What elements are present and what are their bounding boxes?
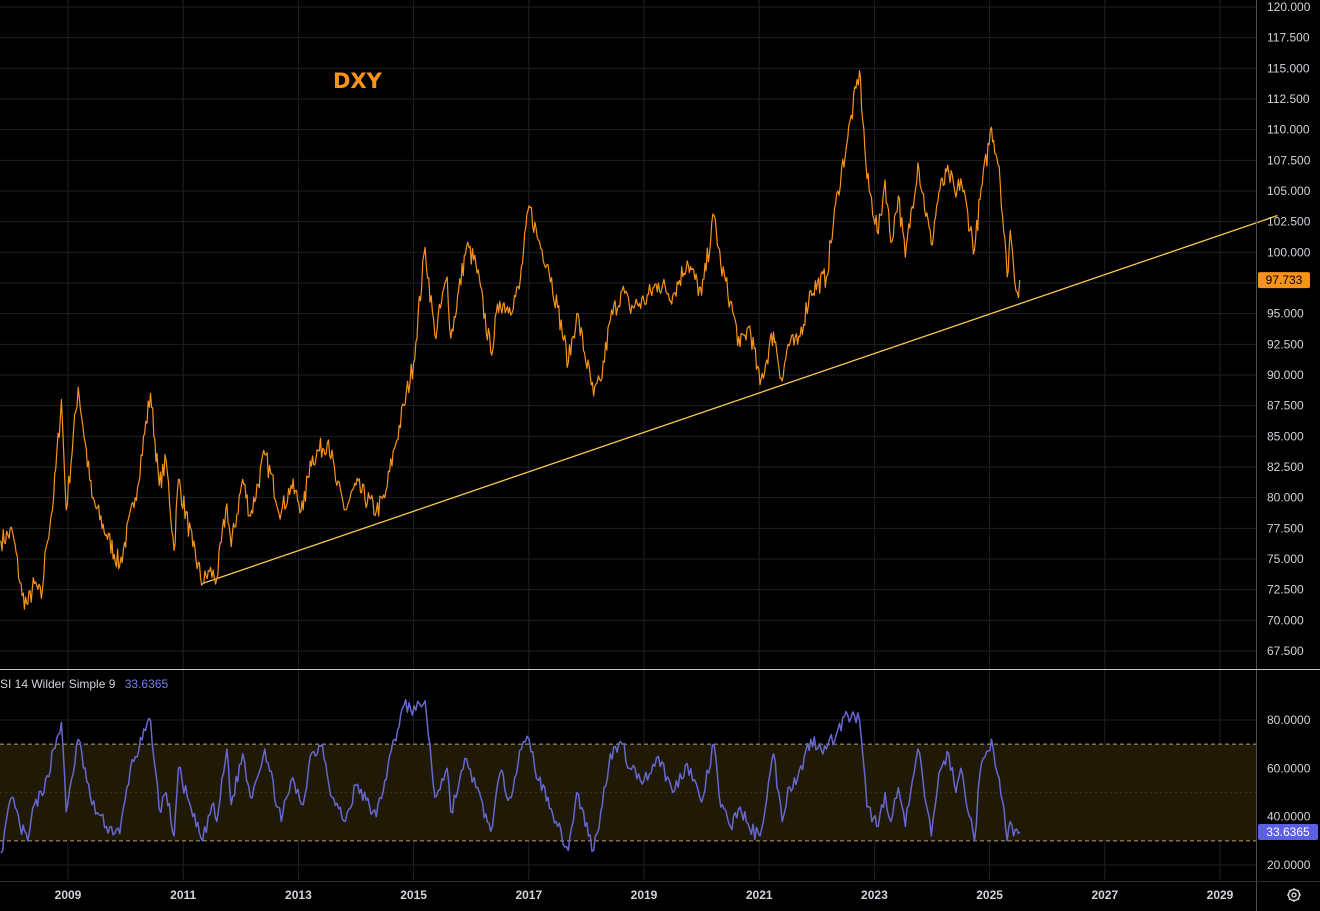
- x-tick-label: 2019: [631, 888, 658, 902]
- x-tick-label: 2015: [400, 888, 427, 902]
- x-tick-label: 2009: [55, 888, 82, 902]
- price-tick-label: 100.000: [1267, 245, 1311, 259]
- y-axis-ticks: 120.000 117.500 115.000 112.500 110.000 107.5…: [1267, 0, 1311, 872]
- price-tick-label: 110.000: [1267, 123, 1310, 137]
- x-axis-ticks: 2009 2011 2013 2015 2017 2019 2021 2023 2025 2027…: [55, 888, 1234, 902]
- price-last-value: 97.733: [1266, 273, 1303, 287]
- rsi-legend-name: SI 14 Wilder Simple 9: [0, 677, 116, 691]
- gear-icon: [1287, 888, 1301, 902]
- x-tick-label: 2027: [1091, 888, 1118, 902]
- rsi-tick-label: 40.0000: [1267, 810, 1311, 824]
- settings-button[interactable]: [1284, 885, 1304, 905]
- support-trendline: [202, 214, 1278, 585]
- price-tick-label: 80.000: [1267, 491, 1304, 505]
- x-tick-label: 2011: [170, 888, 196, 902]
- price-tick-label: 92.500: [1267, 337, 1304, 351]
- price-tick-label: 70.000: [1267, 613, 1304, 627]
- rsi-legend-value: 33.6365: [124, 677, 169, 691]
- x-tick-label: 2013: [285, 888, 312, 902]
- price-tick-label: 75.000: [1267, 552, 1304, 566]
- rsi-band: [0, 743, 1256, 842]
- price-tick-label: 90.000: [1267, 368, 1304, 382]
- rsi-last-value-badge: [1258, 824, 1318, 841]
- price-tick-label: 72.500: [1267, 583, 1304, 597]
- rsi-series[interactable]: [0, 698, 1021, 854]
- price-series[interactable]: [0, 70, 1021, 610]
- rsi-tick-label: 80.0000: [1267, 713, 1311, 727]
- price-tick-label: 95.000: [1267, 307, 1304, 321]
- rsi-band-fill: [0, 744, 1256, 841]
- rsi-line: [0, 698, 1021, 854]
- price-last-value-badge: [1258, 272, 1310, 289]
- price-tick-label: 102.500: [1267, 215, 1311, 229]
- price-tick-label: 82.500: [1267, 460, 1304, 474]
- price-tick-label: 85.000: [1267, 429, 1304, 443]
- x-tick-label: 2017: [515, 888, 542, 902]
- rsi-tick-label: 60.0000: [1267, 761, 1311, 775]
- price-tick-label: 87.500: [1267, 399, 1304, 413]
- symbol-label: DXY: [333, 69, 383, 93]
- price-tick-label: 120.000: [1267, 0, 1311, 14]
- x-tick-label: 2029: [1207, 888, 1234, 902]
- x-tick-label: 2023: [861, 888, 888, 902]
- price-tick-label: 105.000: [1267, 184, 1311, 198]
- price-tick-label: 107.500: [1267, 153, 1311, 167]
- trendline[interactable]: [202, 214, 1278, 585]
- x-tick-label: 2025: [976, 888, 1003, 902]
- price-line: [0, 70, 1021, 610]
- price-tick-label: 67.500: [1267, 644, 1304, 658]
- price-tick-label: 115.000: [1267, 61, 1310, 75]
- rsi-legend[interactable]: SI 14 Wilder Simple 9 33.6365: [0, 677, 168, 691]
- price-tick-label: 77.500: [1267, 521, 1304, 535]
- x-tick-label: 2021: [746, 888, 773, 902]
- rsi-last-value: 33.6365: [1266, 825, 1310, 839]
- value-labels: 97.733 33.6365: [1258, 272, 1318, 841]
- price-tick-label: 112.500: [1267, 92, 1310, 106]
- price-tick-label: 117.500: [1267, 31, 1310, 45]
- rsi-tick-label: 20.0000: [1267, 858, 1311, 872]
